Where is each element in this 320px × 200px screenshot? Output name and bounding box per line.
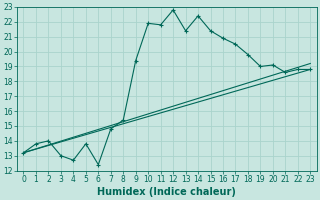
- X-axis label: Humidex (Indice chaleur): Humidex (Indice chaleur): [98, 187, 236, 197]
